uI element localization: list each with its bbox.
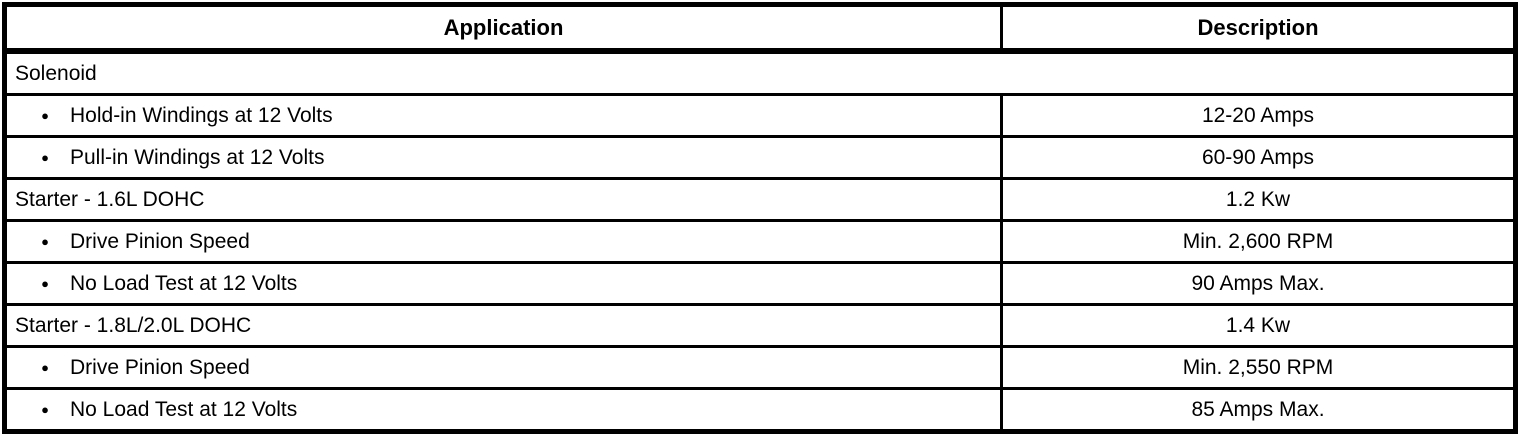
application-cell: ● Hold-in Windings at 12 Volts: [4, 93, 1002, 137]
application-cell: Starter - 1.8L/2.0L DOHC: [4, 303, 1002, 347]
application-cell: ● No Load Test at 12 Volts: [4, 261, 1002, 305]
bullet-icon: ●: [41, 233, 49, 249]
application-cell: Solenoid: [4, 49, 1516, 95]
bullet-icon: ●: [41, 275, 49, 291]
description-cell: Min. 2,550 RPM: [1000, 345, 1516, 389]
header-description: Description: [1000, 4, 1516, 54]
bullet-icon: ●: [41, 401, 49, 417]
description-cell: 60-90 Amps: [1000, 135, 1516, 179]
description-cell: 90 Amps Max.: [1000, 261, 1516, 305]
spec-table-header: Application Description: [4, 4, 1516, 54]
application-text: Drive Pinion Speed: [70, 355, 250, 379]
table-row: Solenoid: [4, 49, 1516, 95]
table-row: ● Drive Pinion Speed Min. 2,600 RPM: [4, 219, 1516, 263]
application-text: Starter - 1.6L DOHC: [15, 187, 205, 211]
bullet-icon: ●: [41, 107, 49, 123]
application-cell: ● No Load Test at 12 Volts: [4, 387, 1002, 432]
description-cell: Min. 2,600 RPM: [1000, 219, 1516, 263]
application-text: Starter - 1.8L/2.0L DOHC: [15, 313, 252, 337]
table-row: ● No Load Test at 12 Volts 85 Amps Max.: [4, 387, 1516, 432]
application-text: No Load Test at 12 Volts: [70, 397, 298, 421]
application-text: No Load Test at 12 Volts: [70, 271, 298, 295]
header-row: Application Description: [4, 4, 1516, 54]
application-text: Pull-in Windings at 12 Volts: [70, 145, 325, 169]
table-row: ● Hold-in Windings at 12 Volts 12-20 Amps: [4, 93, 1516, 137]
application-text: Solenoid: [15, 61, 97, 85]
description-cell: 1.2 Kw: [1000, 177, 1516, 221]
description-cell: 1.4 Kw: [1000, 303, 1516, 347]
header-application: Application: [4, 4, 1002, 54]
table-row: ● No Load Test at 12 Volts 90 Amps Max.: [4, 261, 1516, 305]
bullet-icon: ●: [41, 149, 49, 165]
bullet-icon: ●: [41, 359, 49, 375]
table-row: ● Drive Pinion Speed Min. 2,550 RPM: [4, 345, 1516, 389]
application-cell: ● Drive Pinion Speed: [4, 345, 1002, 389]
application-cell: ● Drive Pinion Speed: [4, 219, 1002, 263]
table-row: ● Pull-in Windings at 12 Volts 60-90 Amps: [4, 135, 1516, 179]
table-row: Starter - 1.6L DOHC 1.2 Kw: [4, 177, 1516, 221]
table-row: Starter - 1.8L/2.0L DOHC 1.4 Kw: [4, 303, 1516, 347]
application-cell: Starter - 1.6L DOHC: [4, 177, 1002, 221]
description-cell: 85 Amps Max.: [1000, 387, 1516, 432]
application-text: Hold-in Windings at 12 Volts: [70, 103, 333, 127]
description-cell: 12-20 Amps: [1000, 93, 1516, 137]
application-cell: ● Pull-in Windings at 12 Volts: [4, 135, 1002, 179]
application-text: Drive Pinion Speed: [70, 229, 250, 253]
spec-table-body: Solenoid ● Hold-in Windings at 12 Volts 1…: [4, 49, 1516, 432]
